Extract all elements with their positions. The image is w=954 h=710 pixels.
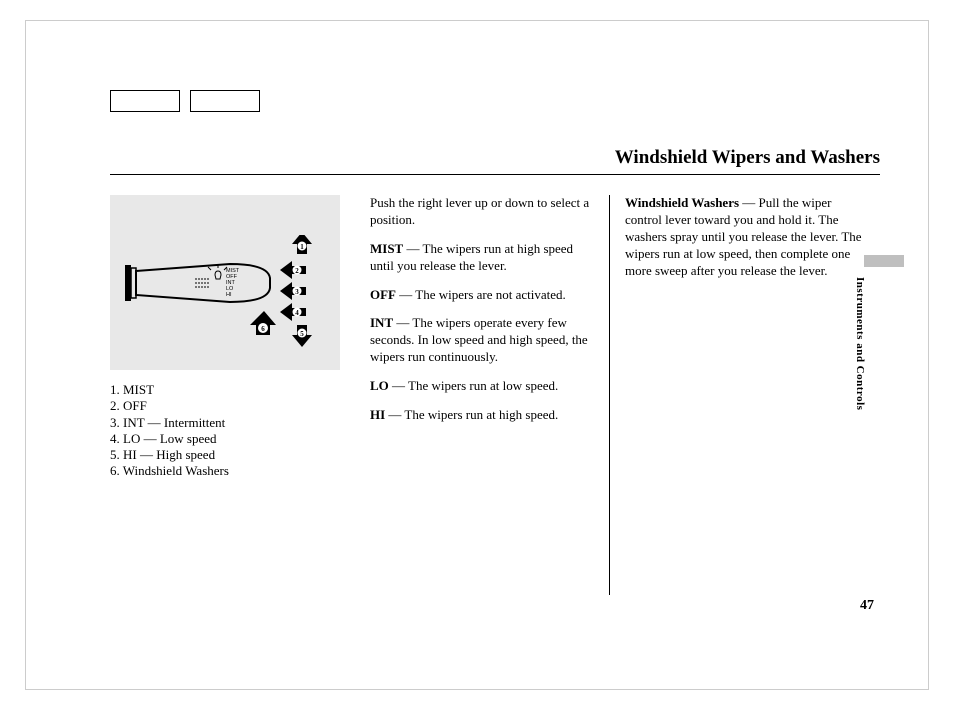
mode-off: OFF — The wipers are not activated. — [370, 287, 594, 304]
diagram-legend: 1. MIST 2. OFF 3. INT — Intermittent 4. … — [110, 382, 340, 480]
mode-label-int: INT — [370, 315, 393, 330]
lever-svg: MIST OFF INT LO HI 6 — [120, 235, 330, 355]
page-content: Windshield Wipers and Washers — [110, 90, 880, 595]
title-row: Windshield Wipers and Washers — [110, 147, 880, 175]
arrow-5: 5 — [292, 325, 312, 347]
washers-heading: Windshield Washers — [625, 195, 739, 210]
wiper-lever-diagram: MIST OFF INT LO HI 6 — [110, 195, 340, 370]
tab-label: Instruments and Controls — [854, 272, 866, 410]
svg-text:5: 5 — [300, 330, 304, 338]
header-box-1 — [110, 90, 180, 112]
arrow-6: 6 — [250, 311, 276, 335]
svg-text:1: 1 — [300, 243, 304, 251]
header-box-2 — [190, 90, 260, 112]
arrow-1: 1 — [292, 235, 312, 254]
washers-paragraph: Windshield Washers — Pull the wiper cont… — [625, 195, 865, 279]
arrow-3: 3 — [280, 282, 306, 300]
column-3: Windshield Washers — Pull the wiper cont… — [610, 195, 865, 595]
svg-text:6: 6 — [261, 325, 265, 333]
intro-paragraph: Push the right lever up or down to selec… — [370, 195, 594, 229]
mode-label-off: OFF — [370, 287, 396, 302]
mode-text-hi: — The wipers run at high speed. — [388, 407, 558, 422]
column-1: MIST OFF INT LO HI 6 — [110, 195, 355, 595]
svg-text:4: 4 — [295, 309, 299, 317]
mode-int: INT — The wipers operate every few secon… — [370, 315, 594, 366]
arrow-2: 2 — [280, 261, 306, 279]
legend-item-4: 4. LO — Low speed — [110, 431, 340, 447]
legend-item-2: 2. OFF — [110, 398, 340, 414]
column-2: Push the right lever up or down to selec… — [355, 195, 610, 595]
header-index-boxes — [110, 90, 880, 112]
mode-label-lo: LO — [370, 378, 389, 393]
mode-hi: HI — The wipers run at high speed. — [370, 407, 594, 424]
mode-mist: MIST — The wipers run at high speed unti… — [370, 241, 594, 275]
legend-item-3: 3. INT — Intermittent — [110, 415, 340, 431]
svg-text:2: 2 — [295, 267, 299, 275]
mode-label-mist: MIST — [370, 241, 403, 256]
mode-text-off: — The wipers are not activated. — [399, 287, 566, 302]
mode-text-int: — The wipers operate every few seconds. … — [370, 315, 588, 364]
content-columns: MIST OFF INT LO HI 6 — [110, 195, 880, 595]
tab-marker — [864, 255, 904, 267]
legend-item-6: 6. Windshield Washers — [110, 463, 340, 479]
legend-item-1: 1. MIST — [110, 382, 340, 398]
lever-label-hi: HI — [226, 292, 232, 298]
page-number: 47 — [860, 598, 874, 614]
page-title: Windshield Wipers and Washers — [615, 147, 880, 169]
svg-text:3: 3 — [295, 288, 299, 296]
mode-lo: LO — The wipers run at low speed. — [370, 378, 594, 395]
section-tab: Instruments and Controls — [854, 255, 894, 410]
mode-text-lo: — The wipers run at low speed. — [392, 378, 558, 393]
mode-label-hi: HI — [370, 407, 385, 422]
legend-item-5: 5. HI — High speed — [110, 447, 340, 463]
arrow-4: 4 — [280, 303, 306, 321]
